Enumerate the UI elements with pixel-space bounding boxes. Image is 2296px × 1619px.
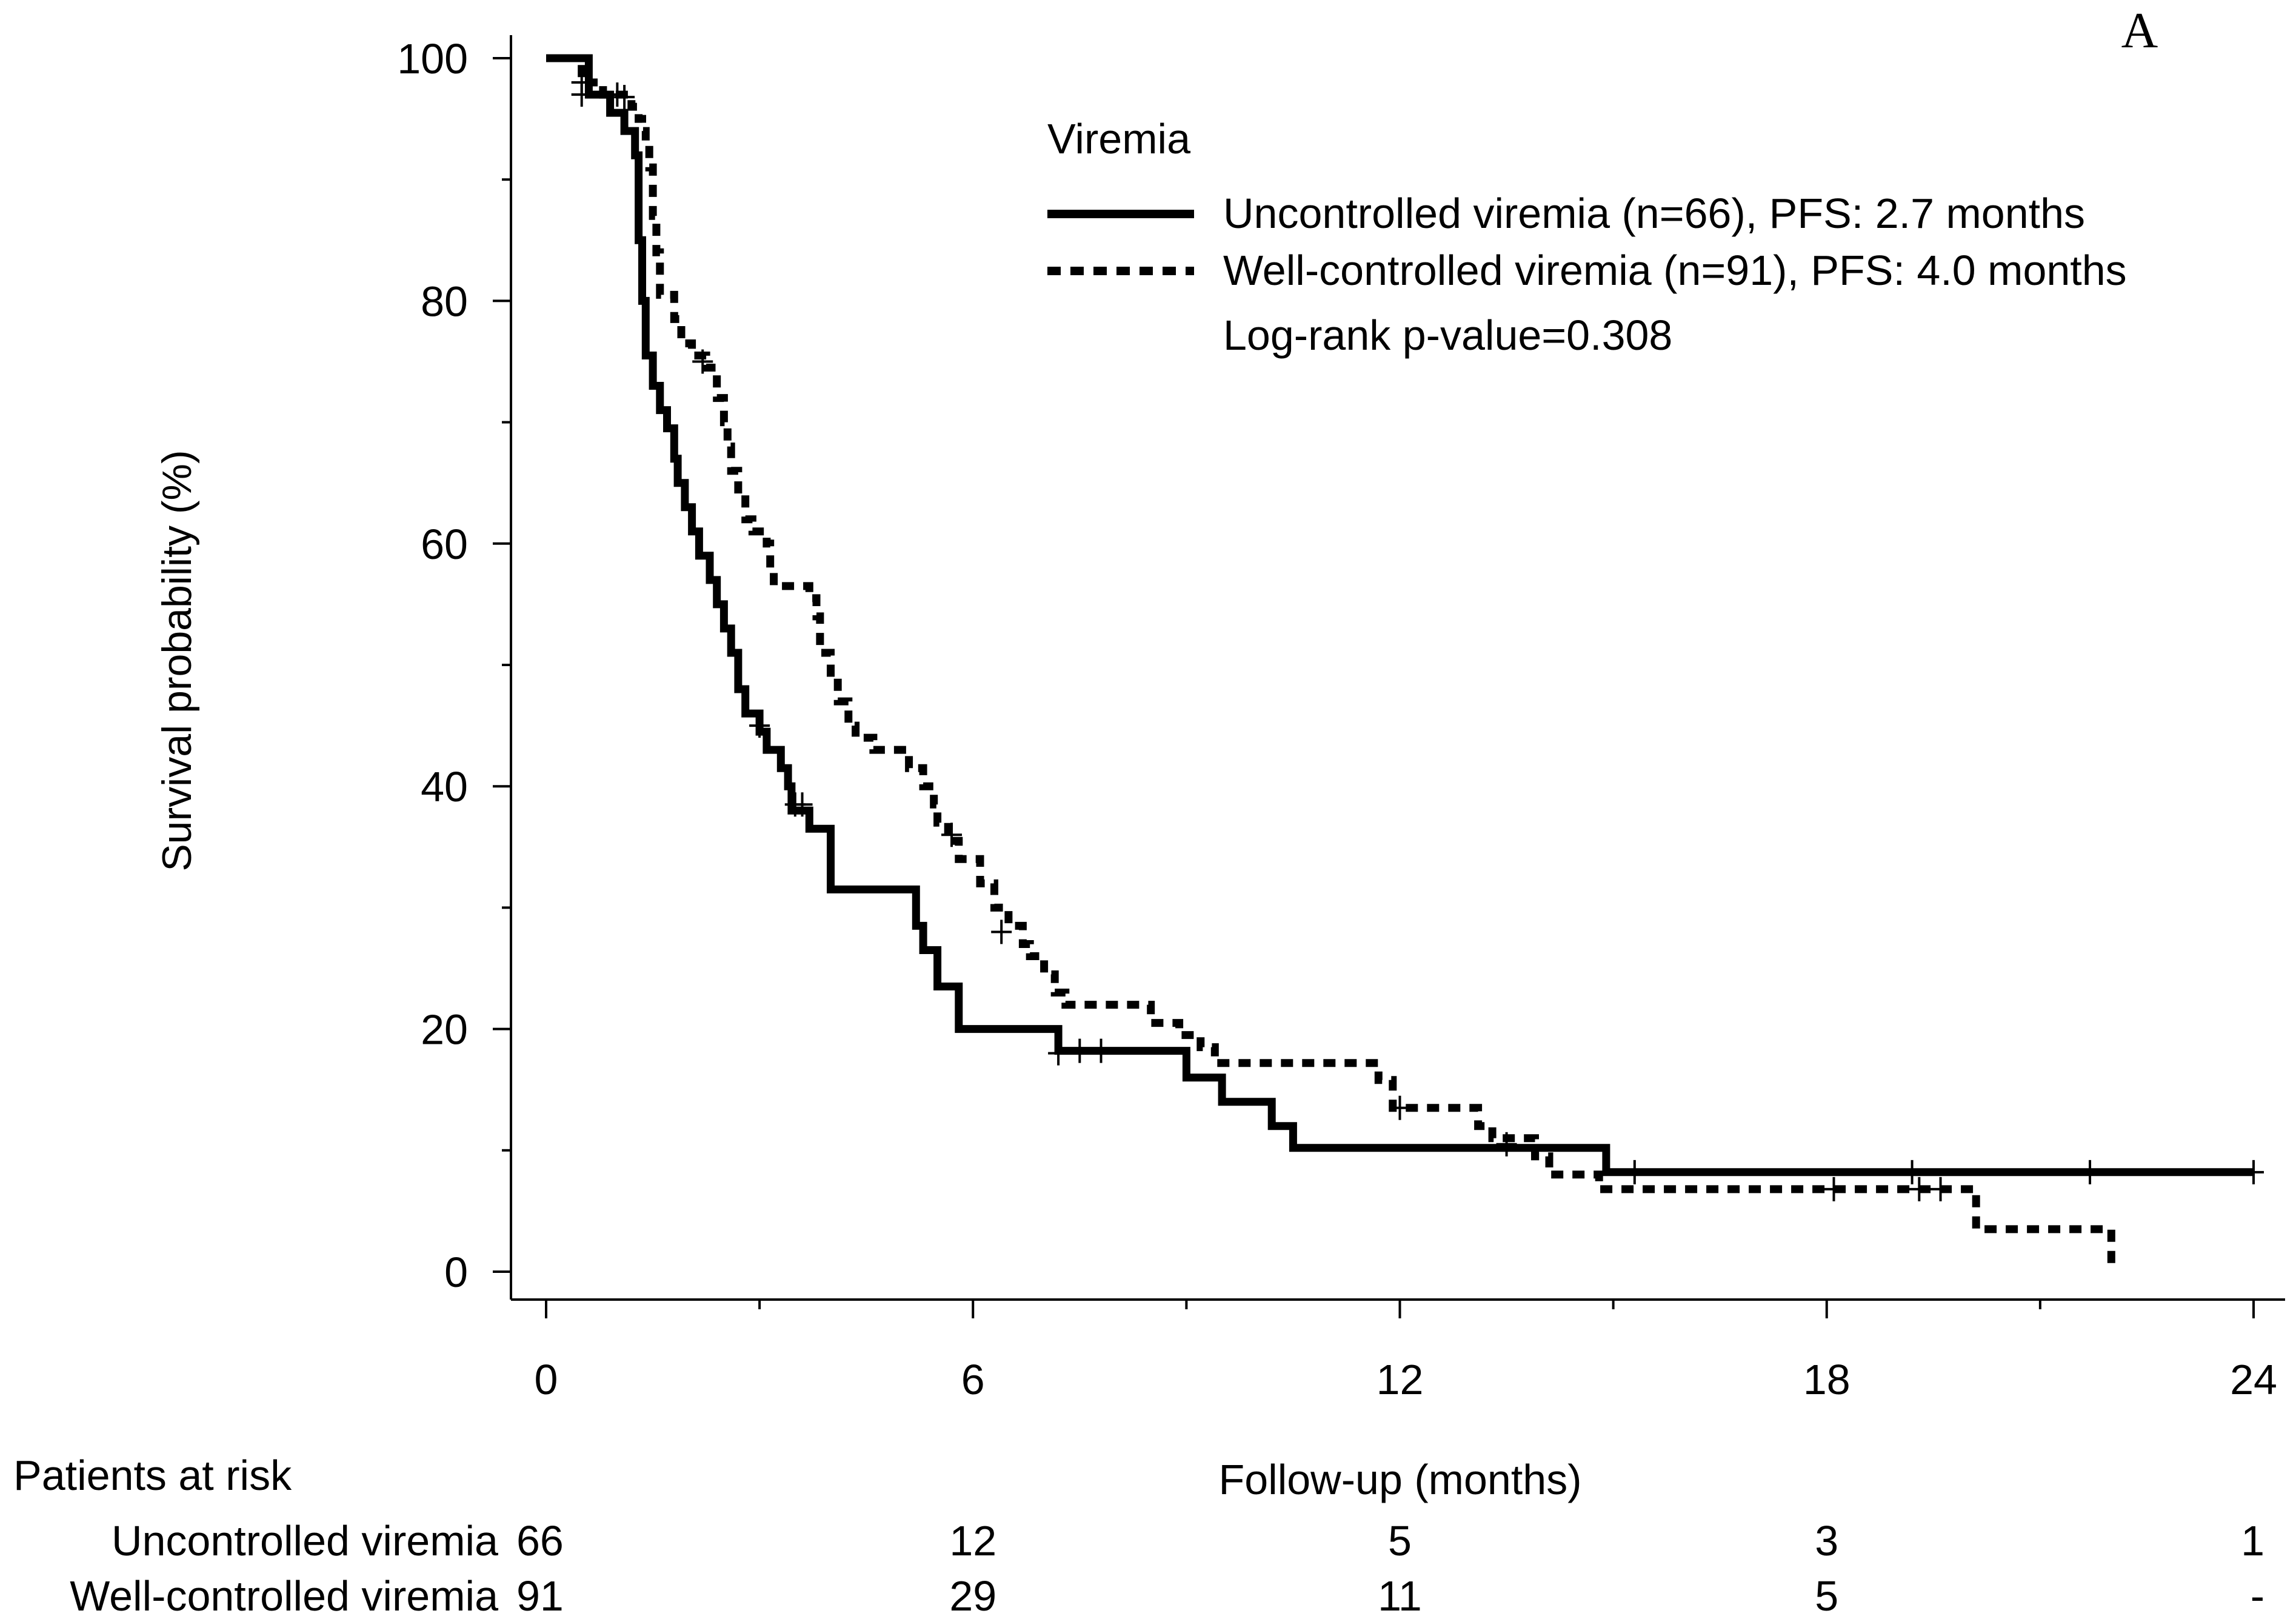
y-tick-label: 60	[421, 521, 468, 568]
censor-mark-well-controlled	[1823, 1177, 1844, 1201]
y-tick-label: 0	[444, 1249, 468, 1296]
censor-mark-well-controlled	[1930, 1177, 1951, 1201]
risk-count: 11	[1378, 1572, 1422, 1619]
censor-mark-uncontrolled	[1901, 1160, 1923, 1184]
risk-count: 91	[516, 1572, 564, 1619]
x-tick-label: 0	[535, 1356, 558, 1403]
y-tick-label: 40	[421, 763, 468, 810]
risk-row-label-well-controlled: Well-controlled viremia	[70, 1572, 498, 1619]
y-axis-ticks: 0 20 40 60 80 100	[397, 35, 511, 1296]
legend: Viremia Uncontrolled viremia (n=66), PFS…	[1047, 115, 2127, 359]
risk-count: 5	[1388, 1517, 1412, 1564]
survival-curve-uncontrolled	[546, 54, 2254, 1177]
risk-count: -	[2251, 1572, 2264, 1619]
x-axis-ticks: 0 6 12 18 24	[535, 1300, 2277, 1403]
risk-table-title: Patients at risk	[13, 1452, 292, 1499]
x-axis-label: Follow-up (months)	[1218, 1456, 1581, 1503]
legend-label-well-controlled: Well-controlled viremia (n=91), PFS: 4.0…	[1223, 247, 2127, 294]
censor-mark-well-controlled	[571, 70, 592, 95]
legend-logrank-note: Log-rank p-value=0.308	[1223, 312, 1672, 359]
risk-count: 3	[1815, 1517, 1838, 1564]
survival-curve-well-controlled	[546, 54, 2115, 1266]
censor-mark-well-controlled	[749, 713, 770, 738]
risk-table: Patients at risk Uncontrolled viremia We…	[13, 1452, 2264, 1619]
censor-mark-well-controlled	[1496, 1132, 1517, 1157]
censor-mark-well-controlled	[991, 920, 1012, 944]
censor-mark-well-controlled	[1048, 1041, 1069, 1066]
censor-mark-uncontrolled	[1069, 1038, 1090, 1063]
x-tick-label: 18	[1803, 1356, 1850, 1403]
risk-row-label-uncontrolled: Uncontrolled viremia	[112, 1517, 498, 1564]
risk-table-counts: 66 12 5 3 1 91 29 11 5 -	[516, 1517, 2264, 1619]
risk-count: 66	[516, 1517, 564, 1564]
risk-count: 12	[949, 1517, 996, 1564]
y-tick-label: 20	[421, 1006, 468, 1053]
survival-curves	[546, 54, 2264, 1266]
risk-count: 1	[2241, 1517, 2264, 1564]
censor-mark-well-controlled	[692, 349, 713, 374]
x-tick-label: 24	[2230, 1356, 2277, 1403]
censor-mark-uncontrolled	[1624, 1160, 1645, 1184]
axes	[510, 35, 2285, 1301]
y-tick-label: 80	[421, 278, 468, 325]
legend-title: Viremia	[1047, 115, 1190, 162]
censor-mark-well-controlled	[614, 85, 635, 110]
censor-mark-uncontrolled	[2243, 1160, 2264, 1184]
risk-count: 5	[1815, 1572, 1838, 1619]
y-tick-label: 100	[397, 35, 468, 82]
y-axis-label: Survival probability (%)	[154, 450, 200, 871]
legend-label-uncontrolled: Uncontrolled viremia (n=66), PFS: 2.7 mo…	[1223, 190, 2085, 237]
x-tick-label: 6	[961, 1356, 985, 1403]
censor-mark-well-controlled	[1909, 1177, 1930, 1201]
censor-mark-well-controlled	[792, 792, 813, 817]
panel-label: A	[2121, 2, 2158, 59]
censor-mark-well-controlled	[1389, 1095, 1410, 1120]
censor-mark-uncontrolled	[2080, 1160, 2101, 1184]
risk-count: 29	[949, 1572, 996, 1619]
x-tick-label: 12	[1377, 1356, 1424, 1403]
censor-mark-uncontrolled	[1090, 1038, 1112, 1063]
censor-mark-well-controlled	[941, 823, 963, 847]
